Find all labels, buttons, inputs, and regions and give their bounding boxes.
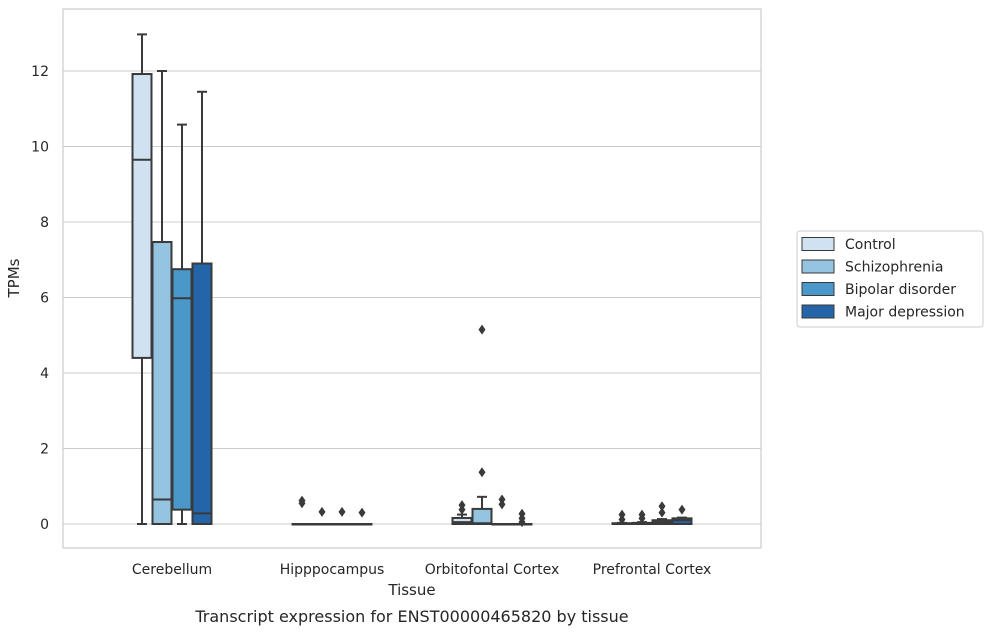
box-3-2 — [651, 501, 673, 525]
box-0-0 — [131, 33, 153, 525]
legend-label: Bipolar disorder — [845, 282, 956, 298]
legend-label: Major depression — [845, 305, 965, 321]
box-marks — [131, 33, 693, 528]
y-tick-label: 8 — [40, 215, 49, 231]
box-3-3 — [671, 504, 693, 526]
y-tick-label: 12 — [31, 64, 49, 80]
outlier-point — [338, 506, 346, 517]
y-tick-label: 10 — [31, 140, 49, 156]
outlier-point — [318, 506, 326, 517]
box-body — [191, 262, 213, 525]
outlier-point — [498, 494, 506, 505]
outlier-point — [358, 507, 366, 518]
outlier-point — [478, 324, 486, 335]
box-body — [151, 241, 173, 525]
x-tick-label: Hipppocampus — [280, 562, 385, 578]
legend-label: Schizophrenia — [845, 260, 943, 276]
box-body — [131, 73, 153, 359]
x-tick-label: Prefrontal Cortex — [593, 562, 712, 578]
y-tick-label: 0 — [40, 517, 49, 533]
legend-label: Control — [845, 237, 896, 253]
outlier-point — [638, 509, 646, 520]
legend-swatch — [801, 259, 835, 274]
box-1-3 — [351, 507, 373, 526]
outlier-point — [678, 504, 686, 515]
x-axis-ticks: Cerebellum Hipppocampus Orbitofontal Corte… — [132, 562, 711, 578]
box-3-1 — [631, 509, 653, 525]
x-tick-label: Orbitofontal Cortex — [425, 562, 560, 578]
outlier-point — [298, 495, 306, 506]
x-axis-label: Tissue — [387, 581, 435, 599]
outlier-point — [658, 501, 666, 512]
legend-swatch — [801, 282, 835, 296]
y-axis-ticks: 0 2 4 6 8 10 12 — [31, 64, 49, 533]
outlier-point — [618, 509, 626, 520]
box-0-3 — [191, 90, 213, 525]
box-0-2 — [171, 123, 193, 525]
box-2-1 — [471, 324, 493, 525]
box-2-2 — [491, 494, 513, 526]
y-axis-label: TPMs — [5, 258, 23, 298]
y-tick-label: 6 — [40, 291, 49, 307]
legend-swatch — [801, 304, 835, 319]
legend-swatch — [801, 237, 835, 251]
outlier-point — [658, 507, 666, 518]
box-1-1 — [311, 506, 333, 526]
box-0-1 — [151, 70, 173, 525]
x-tick-label: Cerebellum — [132, 562, 212, 578]
box-2-3 — [511, 508, 533, 528]
outlier-point — [478, 467, 486, 478]
y-tick-label: 4 — [40, 366, 49, 382]
box-body — [171, 268, 193, 511]
box-body — [471, 507, 493, 525]
y-tick-label: 2 — [40, 442, 49, 458]
outlier-point — [458, 500, 466, 511]
outlier-point — [518, 508, 526, 519]
box-3-0 — [611, 509, 633, 525]
legend-frame — [796, 230, 984, 328]
legend: Control Schizophrenia Bipolar disorder Majo… — [796, 230, 984, 328]
chart-caption: Transcript expression for ENST0000046582… — [194, 607, 628, 626]
